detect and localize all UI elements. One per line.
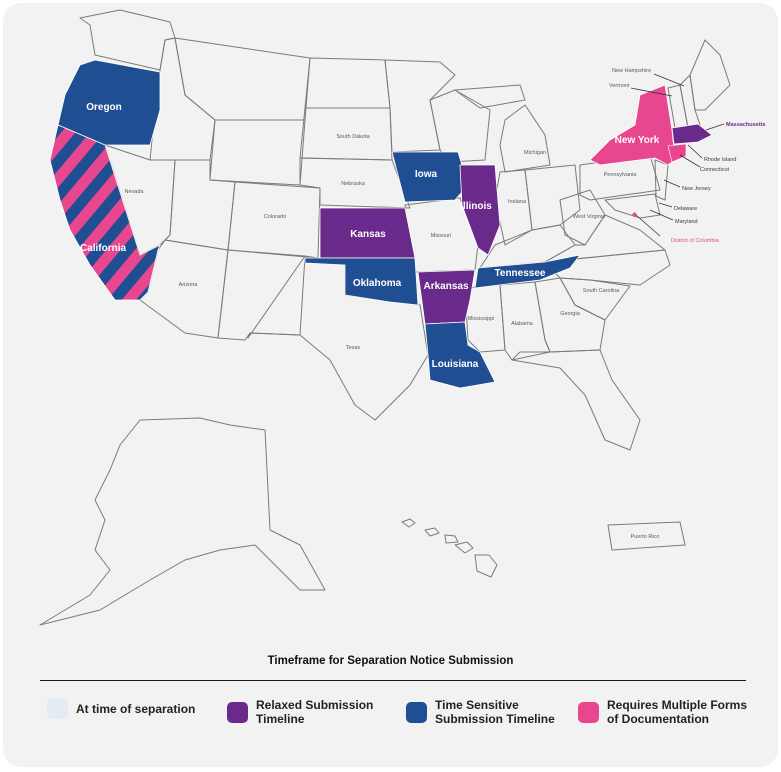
state-california[interactable] bbox=[49, 124, 161, 301]
state-maine[interactable] bbox=[689, 39, 731, 111]
state-illinois[interactable] bbox=[459, 164, 501, 256]
label-texas: Texas bbox=[346, 345, 361, 351]
state-new-york[interactable] bbox=[589, 84, 676, 166]
legend-swatch-multiple-forms bbox=[578, 701, 599, 723]
label-oregon: Oregon bbox=[86, 102, 122, 113]
label-indiana: Indiana bbox=[508, 199, 527, 205]
state-oregon[interactable] bbox=[57, 59, 161, 146]
label-georgia: Georgia bbox=[560, 311, 581, 317]
district-of-columbia[interactable] bbox=[632, 212, 637, 217]
state-wyoming[interactable] bbox=[209, 119, 306, 186]
legend-title: Timeframe for Separation Notice Submissi… bbox=[267, 655, 514, 667]
label-massachusetts: Massachusetts bbox=[726, 122, 765, 128]
label-california: California bbox=[80, 243, 127, 254]
label-nevada: Nevada bbox=[125, 189, 145, 195]
state-maryland[interactable] bbox=[604, 193, 661, 219]
label-south-carolina: South Carolina bbox=[583, 288, 620, 294]
state-new-jersey[interactable] bbox=[654, 159, 669, 201]
state-massachusetts[interactable] bbox=[671, 123, 713, 145]
label-missouri: Missouri bbox=[431, 233, 451, 239]
legend-label-relaxed: Relaxed Submission Timeline bbox=[256, 698, 374, 726]
legend-swatch-time-sensitive bbox=[406, 701, 427, 723]
state-oklahoma[interactable] bbox=[304, 257, 419, 306]
label-kansas: Kansas bbox=[350, 229, 386, 240]
state-alaska[interactable] bbox=[39, 417, 326, 626]
label-alabama: Alabama bbox=[511, 321, 534, 327]
state-hawaii[interactable] bbox=[401, 518, 498, 578]
state-connecticut[interactable] bbox=[667, 143, 687, 163]
legend-item-multiple-forms: Requires Multiple Forms of Documentation bbox=[578, 698, 747, 726]
state-tennessee[interactable] bbox=[474, 254, 581, 289]
label-vermont: Vermont bbox=[609, 83, 630, 89]
us-map: Oregon California Nevada Arizona Colorad… bbox=[39, 9, 766, 626]
legend-label-multiple-forms: Requires Multiple Forms of Documentation bbox=[607, 698, 748, 726]
legend-label-time-sensitive: Time Sensitive Submission Timeline bbox=[435, 698, 555, 726]
label-new-york: New York bbox=[615, 135, 660, 146]
state-alabama[interactable] bbox=[499, 281, 551, 361]
state-nebraska[interactable] bbox=[299, 157, 411, 209]
state-michigan[interactable] bbox=[454, 84, 551, 173]
label-rhode-island: Rhode Island bbox=[704, 157, 736, 163]
state-labels: Oregon California Nevada Arizona Colorad… bbox=[80, 68, 766, 540]
label-arkansas: Arkansas bbox=[423, 281, 468, 292]
label-colorado: Colorado bbox=[264, 214, 286, 220]
legend-swatch-relaxed bbox=[227, 701, 248, 723]
label-puerto-rico: Puerto Rico bbox=[631, 534, 660, 540]
legend-label-at-time: At time of separation bbox=[76, 701, 196, 716]
legend-item-relaxed: Relaxed Submission Timeline bbox=[227, 698, 373, 726]
label-pennsylvania: Pennsylvania bbox=[604, 172, 638, 178]
state-montana[interactable] bbox=[174, 37, 311, 121]
label-south-dakota: South Dakota bbox=[336, 134, 370, 140]
state-florida[interactable] bbox=[511, 349, 641, 451]
state-utah[interactable] bbox=[164, 159, 236, 251]
label-tennessee: Tennessee bbox=[495, 268, 546, 279]
legend-item-time-sensitive: Time Sensitive Submission Timeline bbox=[406, 698, 555, 726]
state-arkansas[interactable] bbox=[417, 269, 476, 325]
label-michigan: Michigan bbox=[524, 150, 546, 156]
label-arizona: Arizona bbox=[179, 282, 199, 288]
label-west-virginia: West Virginia bbox=[573, 214, 606, 220]
label-nebraska: Nebraska bbox=[341, 181, 365, 187]
state-wisconsin[interactable] bbox=[429, 89, 491, 163]
label-new-hampshire: New Hampshire bbox=[612, 68, 651, 74]
label-louisiana: Louisiana bbox=[432, 359, 479, 370]
state-colorado[interactable] bbox=[227, 181, 321, 259]
state-minnesota[interactable] bbox=[384, 59, 456, 153]
label-connecticut: Connecticut bbox=[700, 167, 730, 173]
label-district-of-columbia: District of Columbia bbox=[671, 238, 720, 244]
state-north-dakota[interactable] bbox=[304, 57, 391, 109]
leader-lines bbox=[630, 73, 725, 237]
territory-puerto-rico[interactable] bbox=[607, 521, 686, 551]
label-oklahoma: Oklahoma bbox=[353, 278, 402, 289]
legend-item-at-time: At time of separation bbox=[47, 698, 195, 719]
legend-swatch-at-time bbox=[47, 698, 68, 719]
label-maryland: Maryland bbox=[675, 219, 698, 225]
label-iowa: Iowa bbox=[415, 169, 438, 180]
label-illinois: Illinois bbox=[460, 201, 492, 212]
state-louisiana[interactable] bbox=[424, 321, 496, 389]
legend-divider bbox=[40, 680, 746, 681]
label-delaware: Delaware bbox=[674, 206, 697, 212]
label-new-jersey: New Jersey bbox=[682, 186, 711, 192]
state-ohio[interactable] bbox=[524, 164, 581, 231]
highlighted-states bbox=[49, 59, 713, 389]
map-background-states bbox=[39, 9, 731, 626]
state-new-mexico[interactable] bbox=[217, 249, 306, 341]
label-mississippi: Mississippi bbox=[468, 316, 495, 322]
